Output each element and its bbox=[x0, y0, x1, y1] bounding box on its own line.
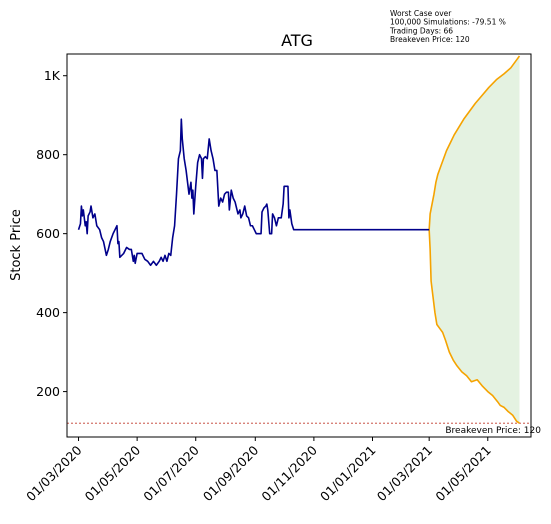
x-tick-label: 01/07/2020 bbox=[140, 442, 202, 504]
historical-price-line bbox=[77, 118, 430, 267]
plot-frame bbox=[66, 53, 532, 438]
annotation-line: Worst Case over bbox=[390, 9, 452, 18]
x-tick-label: 01/05/2020 bbox=[82, 442, 144, 504]
x-tick-label: 01/03/2021 bbox=[374, 443, 436, 505]
simulation-lower-line bbox=[428, 229, 520, 424]
x-tick-label: 01/03/2020 bbox=[23, 442, 85, 504]
y-tick-label: 400 bbox=[36, 305, 60, 320]
x-tick-label: 01/11/2020 bbox=[258, 442, 320, 504]
x-axis: 01/03/202001/05/202001/07/202001/09/2020… bbox=[23, 437, 494, 504]
x-tick-label: 01/05/2021 bbox=[432, 443, 494, 505]
y-tick-label: 800 bbox=[36, 147, 60, 162]
annotation-line: Trading Days: 66 bbox=[389, 26, 453, 35]
y-tick-label: 1K bbox=[44, 68, 61, 83]
breakeven-label: Breakeven Price: 120 bbox=[445, 426, 541, 436]
simulation-range-area bbox=[429, 55, 520, 424]
simulation-annotation: Worst Case over 100,000 Simulations: -79.… bbox=[389, 9, 506, 44]
y-axis: 200 400 600 800 1K bbox=[36, 68, 67, 399]
annotation-line: Breakeven Price: 120 bbox=[390, 35, 470, 44]
plot-area: Breakeven Price: 120 bbox=[67, 55, 541, 436]
x-tick-label: 01/01/2021 bbox=[317, 443, 379, 505]
y-axis-label: Stock Price bbox=[9, 209, 24, 281]
chart-title: ATG bbox=[281, 31, 313, 50]
x-tick-label: 01/09/2020 bbox=[200, 442, 262, 504]
simulation-upper-line bbox=[428, 55, 521, 230]
y-tick-label: 200 bbox=[36, 384, 60, 399]
annotation-line: 100,000 Simulations: -79.51 % bbox=[390, 18, 506, 27]
y-tick-label: 600 bbox=[36, 226, 60, 241]
